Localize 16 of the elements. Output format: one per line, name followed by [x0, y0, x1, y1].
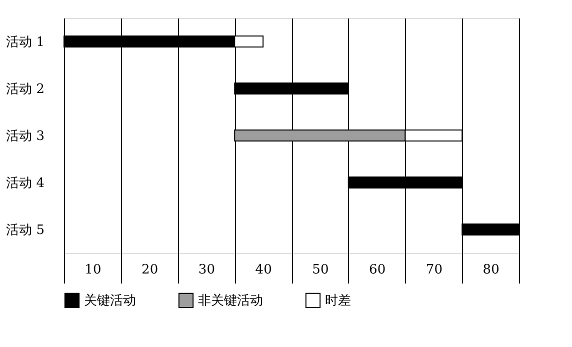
x-tick-label: 10 [84, 262, 102, 278]
y-tick-label: 活动 2 [6, 82, 44, 97]
y-tick-label: 活动 1 [6, 35, 44, 50]
legend-label: 关键活动 [84, 293, 136, 308]
x-tick-label: 60 [369, 262, 386, 278]
x-tick-label: 70 [426, 262, 442, 278]
x-tick-label: 40 [255, 262, 272, 278]
y-tick-label: 活动 5 [6, 223, 44, 238]
y-tick-label: 活动 4 [6, 176, 44, 191]
x-tick-label: 80 [482, 262, 500, 278]
y-tick-label: 活动 3 [6, 129, 44, 144]
x-tick-label: 20 [142, 262, 158, 278]
legend-label: 时差 [325, 293, 351, 308]
x-tick-label: 30 [198, 262, 215, 278]
legend-label: 非关键活动 [198, 293, 263, 308]
x-tick-label: 50 [312, 262, 329, 278]
